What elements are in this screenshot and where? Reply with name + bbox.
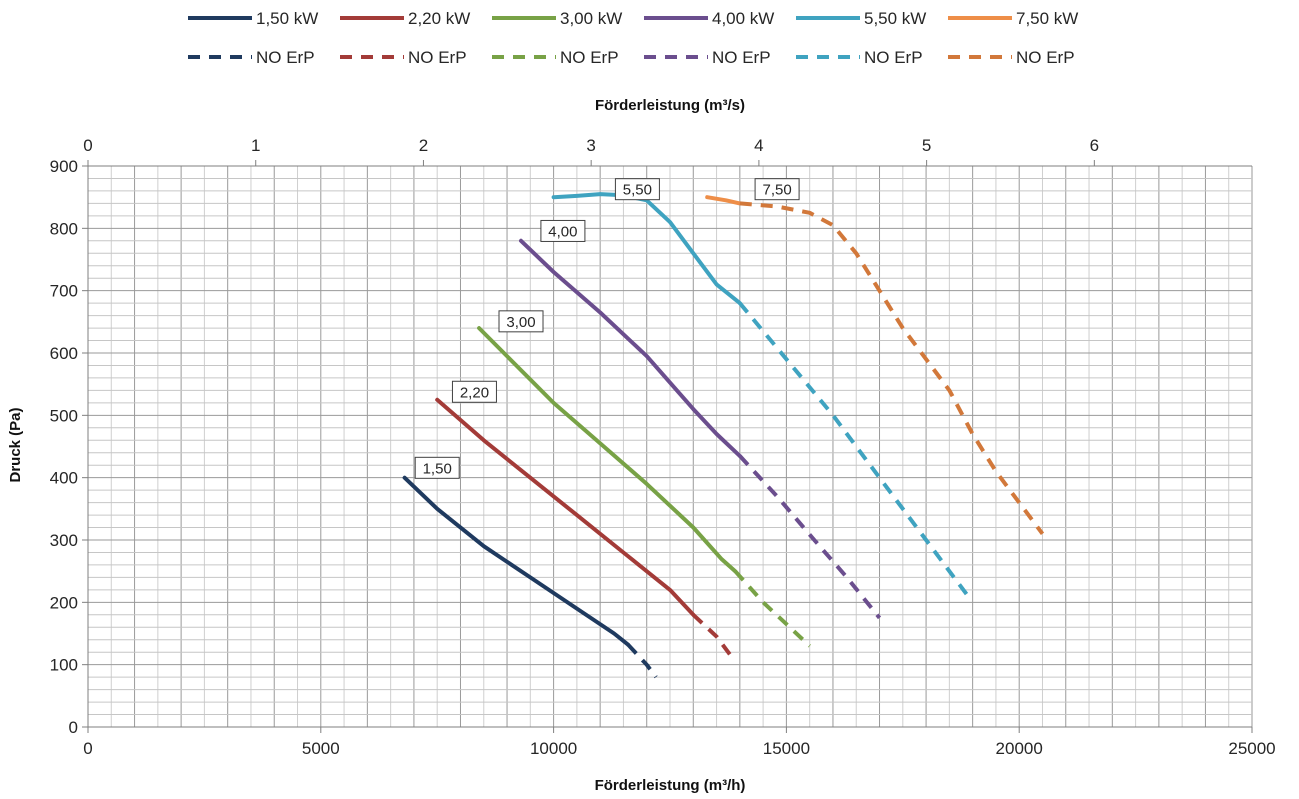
y-tick-label: 600	[50, 344, 78, 363]
curve-label: 2,20	[460, 384, 489, 401]
top-x-tick-label: 0	[83, 136, 92, 155]
curve-label: 7,50	[762, 182, 791, 199]
series-line	[519, 238, 742, 458]
curve-label: 1,50	[423, 460, 452, 477]
series-line	[435, 397, 696, 617]
y-tick-label: 400	[50, 469, 78, 488]
top-x-tick-label: 5	[922, 136, 931, 155]
x-tick-label: 20000	[996, 739, 1043, 758]
series-line-no-erp	[733, 569, 812, 648]
legend-label: 7,50 kW	[1016, 9, 1078, 28]
series-line	[705, 195, 742, 206]
top-x-tick-label: 6	[1090, 136, 1099, 155]
legend-label: 2,20 kW	[408, 9, 470, 28]
top-x-tick-label: 3	[586, 136, 595, 155]
series-line-no-erp	[739, 201, 1045, 535]
legend-label: NO ErP	[712, 48, 771, 67]
curve-label-box	[614, 178, 660, 201]
y-tick-label: 900	[50, 157, 78, 176]
top-x-tick-label: 2	[419, 136, 428, 155]
top-x-axis-title: Förderleistung (m³/s)	[595, 97, 745, 114]
series-line	[551, 192, 742, 306]
axes: 0 5000 10000 15000 20000 25000 0 1 2 3 4 5 6 0 100 200 3…	[50, 136, 1276, 758]
legend-label: 3,00 kW	[560, 9, 622, 28]
curve-label-box	[754, 178, 800, 201]
series-line-no-erp	[738, 454, 882, 620]
x-tick-label: 0	[83, 739, 92, 758]
x-axis-title: Förderleistung (m³/h)	[595, 777, 746, 794]
y-tick-label: 700	[50, 282, 78, 301]
legend-label: NO ErP	[864, 48, 923, 67]
series-lines	[402, 192, 1045, 679]
x-tick-label: 15000	[763, 739, 810, 758]
y-tick-label: 0	[69, 718, 78, 737]
y-tick-label: 100	[50, 656, 78, 675]
legend-label: NO ErP	[1016, 48, 1075, 67]
curve-label-box	[451, 380, 497, 403]
x-tick-label: 10000	[530, 739, 577, 758]
series-line	[477, 326, 738, 574]
y-tick-label: 500	[50, 406, 78, 425]
curve-label: 4,00	[548, 223, 577, 240]
legend-label: NO ErP	[560, 48, 619, 67]
series-line	[402, 475, 631, 647]
top-x-tick-label: 1	[251, 136, 260, 155]
legend-label: NO ErP	[256, 48, 315, 67]
y-axis-title: Druck (Pa)	[7, 407, 24, 482]
top-x-tick-label: 4	[754, 136, 763, 155]
series-line-no-erp	[626, 643, 658, 679]
x-tick-label: 5000	[302, 739, 340, 758]
y-tick-label: 800	[50, 219, 78, 238]
x-tick-label: 25000	[1228, 739, 1275, 758]
y-tick-label: 200	[50, 593, 78, 612]
series-line-no-erp	[691, 613, 733, 657]
legend: 1,50 kW 2,20 kW 3,00 kW 4,00 kW 5,50 kW 7,50 …	[188, 9, 1078, 67]
legend-label: 5,50 kW	[864, 9, 926, 28]
curve-labels: 1,50 2,20 3,00 4,00 5,50 7,50	[414, 178, 800, 479]
legend-label: NO ErP	[408, 48, 467, 67]
legend-label: 4,00 kW	[712, 9, 774, 28]
curve-label-box	[540, 219, 586, 242]
legend-label: 1,50 kW	[256, 9, 318, 28]
curve-label-box	[414, 456, 460, 479]
grid	[87, 165, 1253, 728]
curve-label-box	[498, 310, 544, 333]
curve-label: 3,00	[506, 314, 535, 331]
curve-label: 5,50	[623, 182, 652, 199]
y-tick-label: 300	[50, 531, 78, 550]
